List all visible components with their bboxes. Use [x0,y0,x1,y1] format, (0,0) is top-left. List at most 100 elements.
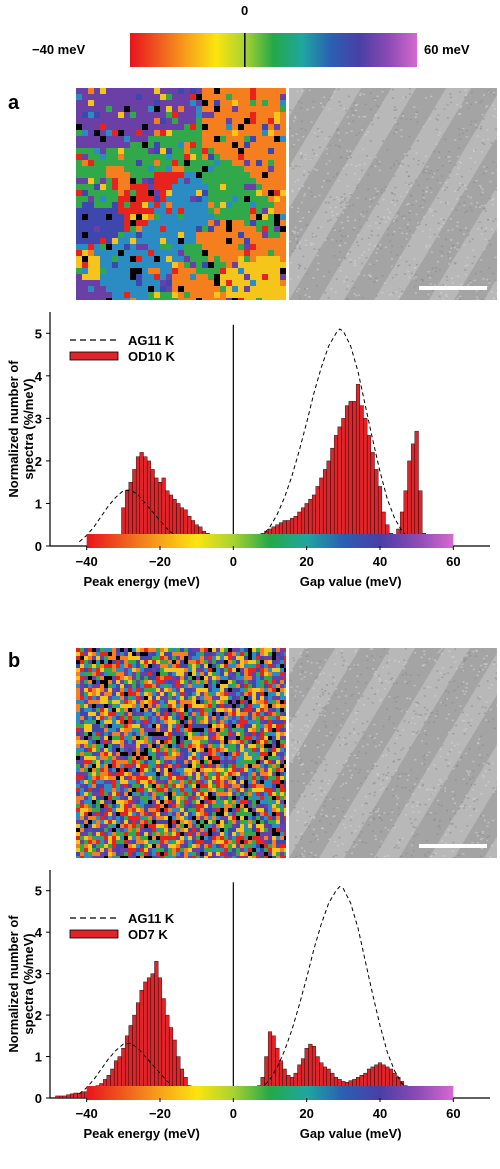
gap-map-pixel [96,804,100,808]
topograph-noise [313,243,315,245]
gap-map-pixel [148,848,152,852]
gap-map-pixel [88,130,94,136]
topograph-noise [385,186,387,188]
gap-map-pixel [104,652,108,656]
gap-map-pixel [224,808,228,812]
gap-map-pixel [100,768,104,772]
gap-map-pixel [116,660,120,664]
gap-map-pixel [208,130,214,136]
gap-map-pixel [248,780,252,784]
gap-map-pixel [228,784,232,788]
gap-map-pixel [244,800,248,804]
gap-map-pixel [132,700,136,704]
gap-map-pixel [190,112,196,118]
gap-map-pixel [106,178,112,184]
gap-map-pixel [268,208,274,214]
gap-map-pixel [140,748,144,752]
gap-map-pixel [164,800,168,804]
gap-map-pixel [124,118,130,124]
gap-map-pixel [160,772,164,776]
gap-map-pixel [118,178,124,184]
gap-map-pixel [184,130,190,136]
gap-map-pixel [136,776,140,780]
gap-map-pixel [144,684,148,688]
gap-map-pixel [228,768,232,772]
gap-map-pixel [124,728,128,732]
gap-map-pixel [188,792,192,796]
gap-map-pixel [220,788,224,792]
topograph-noise [366,211,368,213]
gap-map-pixel [232,752,236,756]
gap-map-pixel [76,724,80,728]
gap-map-pixel [152,752,156,756]
gap-map-pixel [244,202,250,208]
gap-map-pixel [232,772,236,776]
gap-map-pixel [172,160,178,166]
topograph-noise [396,291,398,293]
gap-map-pixel [184,166,190,172]
gap-map-pixel [88,136,94,142]
gap-map-pixel [82,238,88,244]
legend-bar-swatch [70,352,118,360]
gap-map-pixel [216,708,220,712]
topograph-noise [465,227,467,229]
gap-map-pixel [284,664,286,668]
topograph-noise [446,276,448,278]
topograph-noise [304,193,306,195]
gap-map-pixel [184,292,190,298]
gap-map-pixel [160,166,166,172]
gap-map-pixel [164,848,168,852]
gap-map-pixel [130,160,136,166]
gap-map-pixel [156,792,160,796]
gap-map-pixel [82,208,88,214]
gap-map-pixel [164,804,168,808]
gap-map-pixel [256,744,260,748]
gap-map-pixel [220,688,224,692]
gap-map-pixel [106,130,112,136]
gap-map-pixel [136,100,142,106]
gap-map-pixel [130,256,136,262]
topograph-noise [337,172,339,174]
gap-map-pixel [250,256,256,262]
gap-map-pixel [200,760,204,764]
gap-map-pixel [200,680,204,684]
topograph-noise [458,128,460,130]
gap-map-pixel [116,840,120,844]
gap-map-pixel [172,740,176,744]
gap-map-pixel [76,760,80,764]
gap-map-pixel [124,756,128,760]
gap-map-pixel [284,840,286,844]
gap-map-pixel [178,148,184,154]
gap-map-pixel [256,100,262,106]
gap-map-pixel [144,668,148,672]
gap-map-pixel [214,262,220,268]
gap-map-pixel [236,748,240,752]
gap-map-pixel [148,214,154,220]
gap-map-pixel [232,292,238,298]
gap-map-pixel [260,844,264,848]
topograph-noise [439,182,441,184]
gap-map-pixel [212,804,216,808]
gap-map-pixel [280,238,286,244]
gap-map-pixel [124,262,130,268]
topograph-noise [489,244,491,246]
topograph-noise [357,197,359,199]
topograph-noise [336,197,338,199]
gap-map-pixel [108,648,112,652]
gap-map-pixel [248,804,252,808]
gap-map-pixel [112,652,116,656]
gap-map-pixel [88,142,94,148]
gap-map-pixel [190,268,196,274]
gap-map-pixel [136,172,142,178]
gap-map-pixel [236,844,240,848]
gap-map-pixel [100,812,104,816]
topograph-noise [336,213,338,215]
gap-map-pixel [276,748,280,752]
gap-map-pixel [76,744,80,748]
topograph-noise [483,94,485,96]
gap-map-pixel [132,704,136,708]
topograph-noise [448,160,450,162]
gap-map-pixel [224,748,228,752]
gap-map-pixel [120,692,124,696]
gap-map-pixel [272,692,276,696]
